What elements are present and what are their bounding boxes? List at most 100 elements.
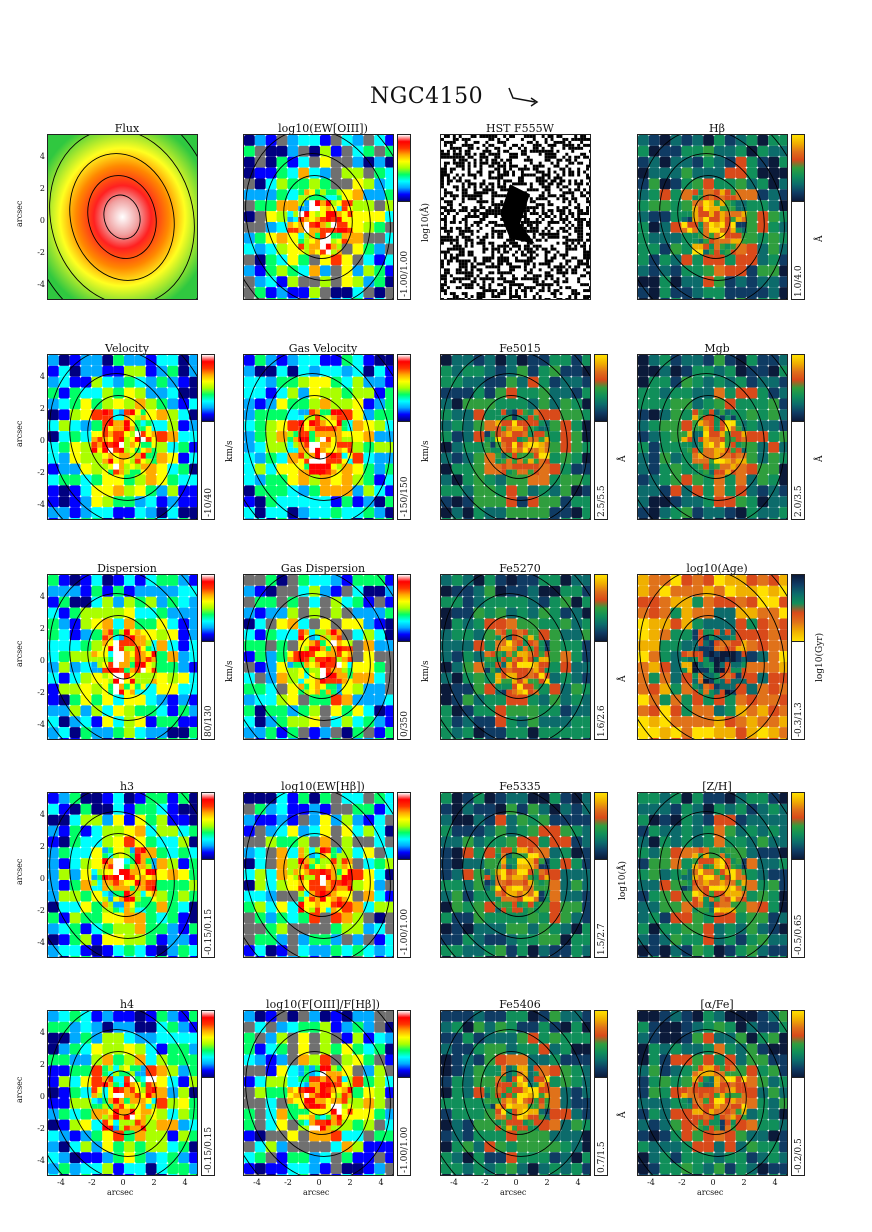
colorbar-range-label: -1.00/1.00 <box>400 908 410 955</box>
y-tick-label: 4 <box>39 810 45 819</box>
colorbar-range-label: -1.00/1.00 <box>400 250 410 297</box>
map-panel-17: log10(F[OIII]/F[Hβ]) -1.00/1.00 -4 -2 0 2 4 arc… <box>243 998 438 1203</box>
colorbar-range-label: -150/150 <box>400 476 410 517</box>
map-image <box>637 574 788 740</box>
y-tick-label: 2 <box>39 624 45 633</box>
panel-title: log10(EW[OIII]) <box>278 122 368 135</box>
map-panel-6: Fe5015 2.5/5.5 Å <box>440 342 635 547</box>
map-image <box>440 354 591 520</box>
colorbar-range-label: 2.5/5.5 <box>597 485 607 517</box>
x-tick-label: -2 <box>481 1178 489 1187</box>
panel-title: HST F555W <box>486 122 554 135</box>
panel-title: Dispersion <box>97 562 157 575</box>
x-tick-label: 2 <box>151 1178 157 1187</box>
map-image <box>440 1010 591 1176</box>
panel-title: log10(EW[Hβ]) <box>281 780 365 793</box>
panel-title: [α/Fe] <box>700 998 734 1011</box>
map-panel-2: HST F555W <box>440 122 635 327</box>
y-tick-label: -2 <box>37 248 45 257</box>
y-tick-label: 0 <box>39 656 45 665</box>
y-tick-label: 4 <box>39 152 45 161</box>
colorbar <box>397 354 411 422</box>
colorbar-range-box <box>397 422 411 520</box>
map-image <box>440 792 591 958</box>
colorbar-unit-label: km/s <box>225 660 235 682</box>
panel-title: [Z/H] <box>702 780 732 793</box>
colorbar-unit-label: Å <box>815 235 825 243</box>
colorbar <box>791 574 805 642</box>
map-panel-3: Hβ 1.0/4.0 Å <box>637 122 832 327</box>
x-tick-label: -2 <box>88 1178 96 1187</box>
colorbar-range-label: -0.3/1.3 <box>794 702 804 737</box>
map-panel-19: [α/Fe] -0.2/0.5 -4 -2 0 2 4 arcsec <box>637 998 832 1203</box>
map-image <box>440 574 591 740</box>
x-tick-label: 0 <box>120 1178 126 1187</box>
map-image <box>47 354 198 520</box>
y-tick-label: 0 <box>39 874 45 883</box>
map-panel-16: h4 -0.15/0.15 arcsec 4 2 0 -2 -4 -4 -2 0 2 4 arcsec <box>15 998 242 1203</box>
colorbar-range-box <box>791 1078 805 1176</box>
map-image <box>637 134 788 300</box>
map-image <box>243 574 394 740</box>
y-tick-label: -2 <box>37 468 45 477</box>
y-tick-label: 4 <box>39 372 45 381</box>
x-axis-ticks: -4 -2 0 2 4 <box>47 1178 198 1188</box>
colorbar-range-label: 0.7/1.5 <box>597 1141 607 1173</box>
colorbar-range-box <box>791 642 805 740</box>
colorbar <box>397 134 411 202</box>
map-image <box>243 354 394 520</box>
map-panel-1: log10(EW[OIII]) -1.00/1.00 log10(Å) <box>243 122 438 327</box>
orientation-arrow-icon <box>508 87 539 107</box>
y-tick-label: -4 <box>37 280 45 289</box>
colorbar-range-label: -0.15/0.15 <box>204 1126 214 1173</box>
colorbar <box>397 1010 411 1078</box>
map-image <box>243 792 394 958</box>
x-axis-label: arcsec <box>303 1188 330 1197</box>
x-tick-label: 2 <box>741 1178 747 1187</box>
y-axis-label: arcsec <box>15 858 24 885</box>
x-tick-label: -2 <box>678 1178 686 1187</box>
colorbar-range-box <box>201 860 215 958</box>
colorbar <box>594 1010 608 1078</box>
colorbar-range-box <box>594 860 608 958</box>
x-tick-label: -4 <box>450 1178 458 1187</box>
colorbar-range-label: 1.5/2.7 <box>597 923 607 955</box>
map-image <box>47 134 198 300</box>
x-tick-label: 0 <box>710 1178 716 1187</box>
panel-title: Velocity <box>105 342 149 355</box>
x-tick-label: 4 <box>772 1178 778 1187</box>
panel-title: h3 <box>119 780 135 793</box>
y-axis-ticks: 4 2 0 -2 -4 <box>33 1010 45 1176</box>
y-tick-label: -2 <box>37 688 45 697</box>
colorbar <box>791 134 805 202</box>
colorbar-unit-label: Å <box>618 1111 628 1119</box>
y-tick-label: -4 <box>37 938 45 947</box>
map-panel-15: [Z/H] -0.5/0.65 <box>637 780 832 985</box>
map-panel-9: Gas Dispersion 0/350 km/s <box>243 562 438 767</box>
y-tick-label: 0 <box>39 216 45 225</box>
colorbar-unit-label: Å <box>815 455 825 463</box>
map-image <box>47 1010 198 1176</box>
colorbar-unit-label: log10(Å) <box>421 202 431 242</box>
colorbar <box>397 792 411 860</box>
panel-title: h4 <box>119 998 135 1011</box>
colorbar-unit-label: km/s <box>421 440 431 462</box>
y-axis-ticks: 4 2 0 -2 -4 <box>33 574 45 740</box>
map-panel-4: Velocity -10/40 km/s arcsec 4 2 0 -2 -4 <box>15 342 242 547</box>
y-tick-label: -4 <box>37 1156 45 1165</box>
y-tick-label: -4 <box>37 720 45 729</box>
colorbar-range-box <box>791 422 805 520</box>
y-axis-label: arcsec <box>15 420 24 447</box>
colorbar-range-label: 2.0/3.5 <box>794 485 804 517</box>
colorbar-range-box <box>791 202 805 300</box>
x-tick-label: -4 <box>647 1178 655 1187</box>
map-panel-8: Dispersion 80/130 km/s arcsec 4 2 0 -2 -4 <box>15 562 242 767</box>
colorbar <box>397 574 411 642</box>
colorbar-unit-label: Å <box>618 455 628 463</box>
colorbar-range-box <box>397 642 411 740</box>
colorbar-range-box <box>594 642 608 740</box>
y-tick-label: 2 <box>39 184 45 193</box>
colorbar <box>201 1010 215 1078</box>
y-tick-label: -2 <box>37 1124 45 1133</box>
colorbar <box>594 354 608 422</box>
